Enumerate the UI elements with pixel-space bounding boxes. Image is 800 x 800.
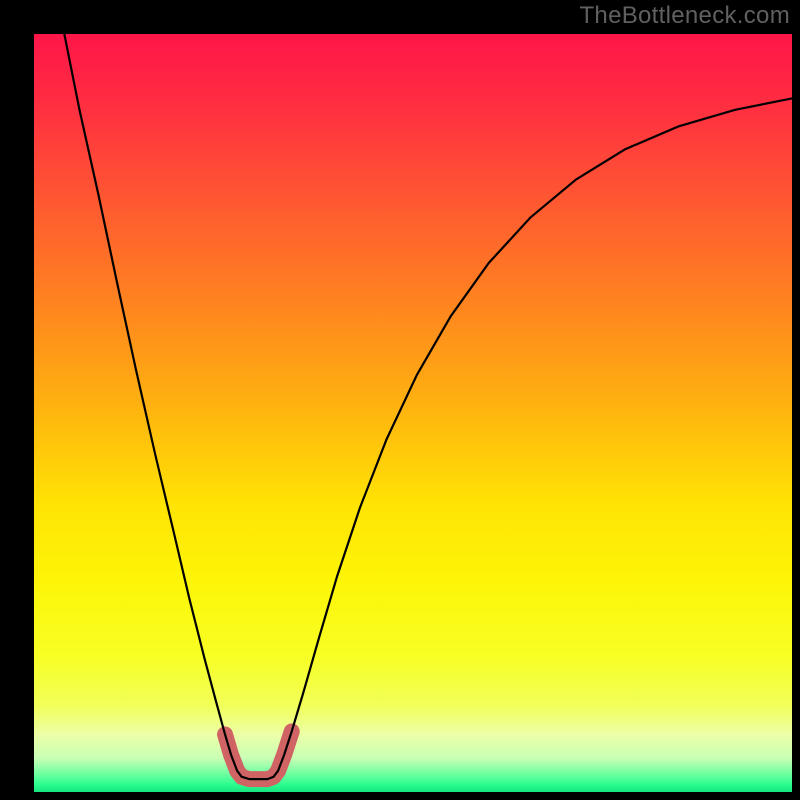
curve-svg (34, 34, 792, 792)
chart-container: TheBottleneck.com (0, 0, 800, 800)
marker-band (225, 731, 292, 779)
watermark-text: TheBottleneck.com (579, 2, 790, 30)
bottleneck-curve (64, 34, 792, 779)
plot-area (34, 34, 792, 792)
